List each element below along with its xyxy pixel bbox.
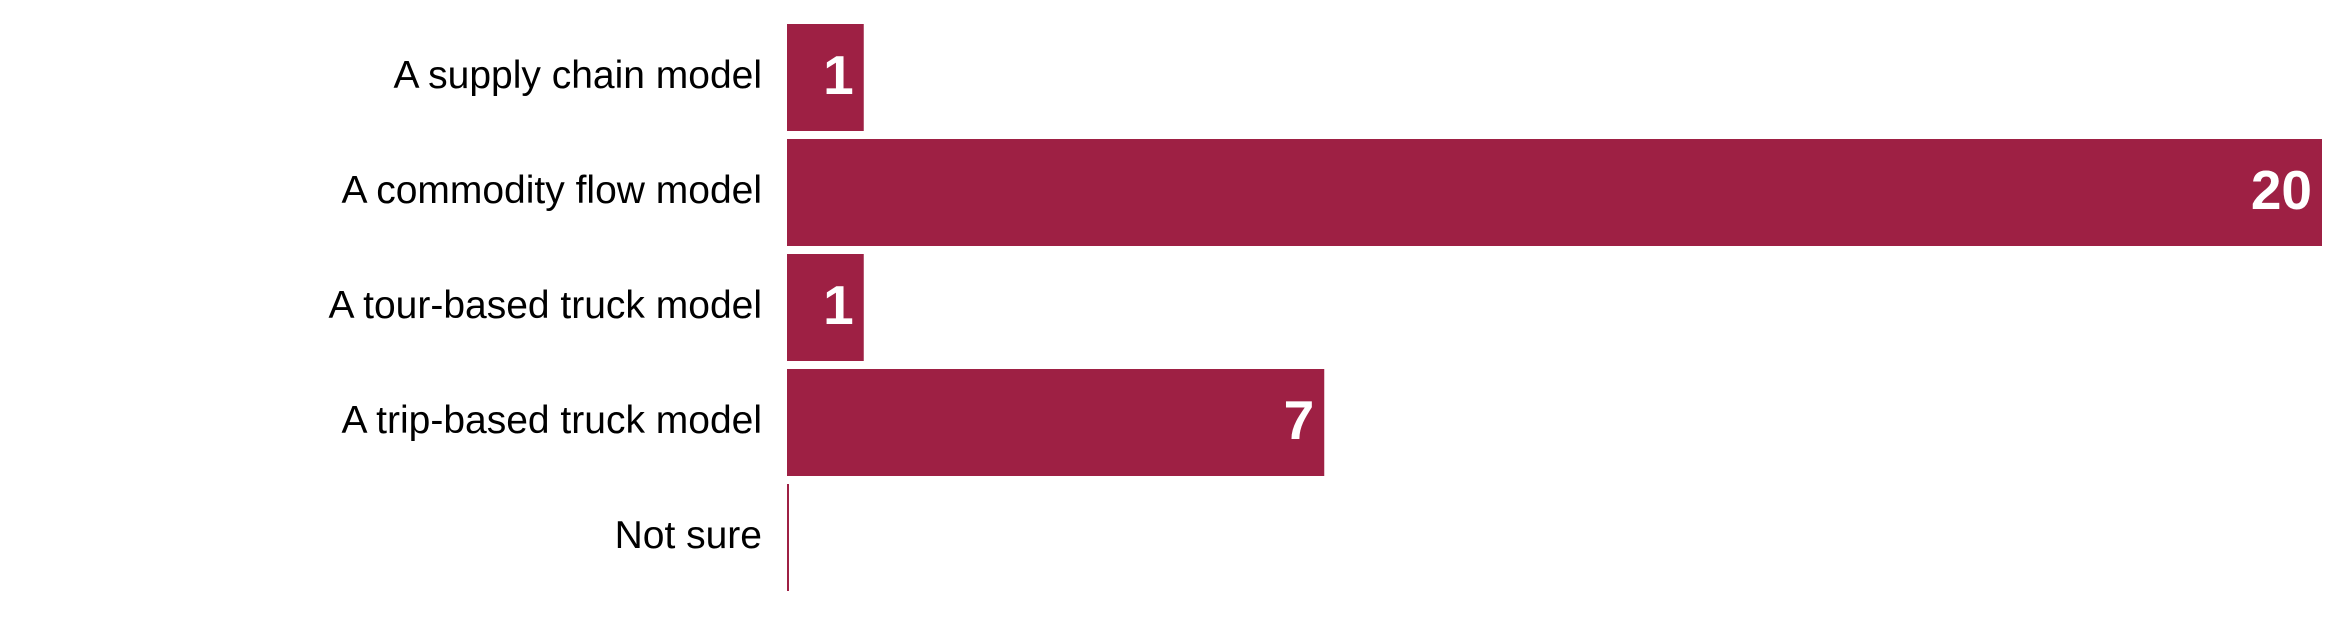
value-label-3: 7 <box>1284 389 1315 451</box>
category-label-0: A supply chain model <box>393 54 762 97</box>
bar-1 <box>787 139 2322 246</box>
bar-0 <box>787 24 864 131</box>
value-label-0: 1 <box>823 44 854 106</box>
category-label-4: Not sure <box>615 514 762 557</box>
category-label-2: A tour-based truck model <box>328 284 762 327</box>
bars-group <box>787 24 2322 591</box>
value-label-2: 1 <box>823 274 854 336</box>
category-label-3: A trip-based truck model <box>341 399 762 442</box>
category-labels-group: A supply chain model A commodity flow mod… <box>328 54 762 557</box>
bar-2 <box>787 254 864 361</box>
value-label-1: 20 <box>2251 159 2312 221</box>
value-labels-group: 1 20 1 7 <box>823 44 2312 451</box>
bar-3 <box>787 369 1325 476</box>
bar-4 <box>787 484 789 591</box>
category-label-1: A commodity flow model <box>342 169 763 212</box>
